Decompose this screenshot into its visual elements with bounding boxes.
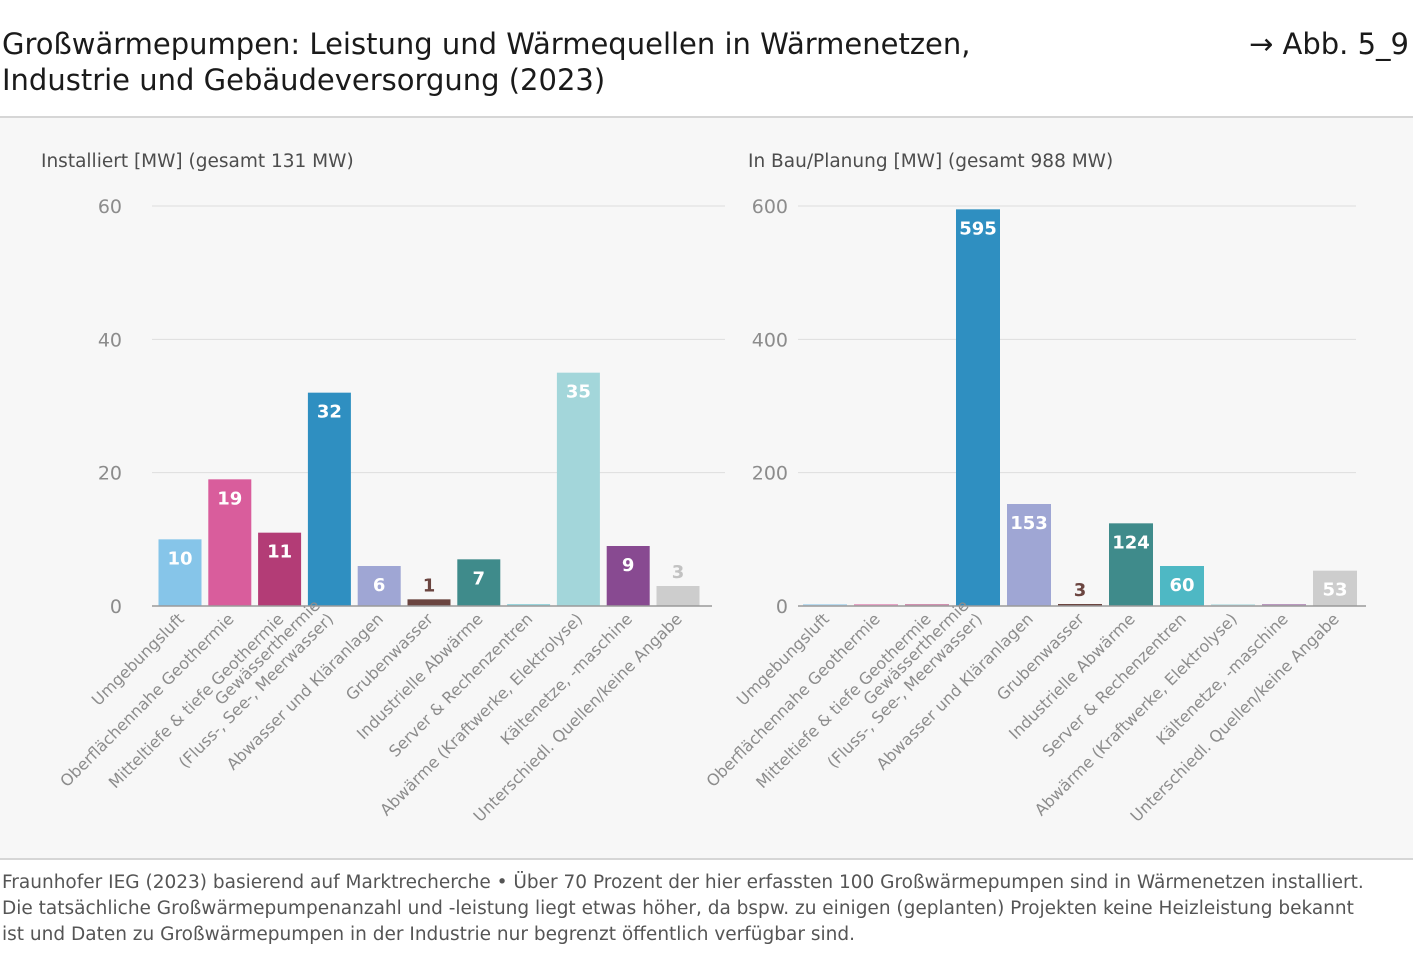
chart-panel: Installiert [MW] (gesamt 131 MW) 0 20 40 60 1… <box>0 118 1413 858</box>
bar <box>606 546 650 606</box>
source-note-line-1: Fraunhofer IEG (2023) basierend auf Mark… <box>2 872 1364 893</box>
bar <box>307 392 351 606</box>
bar <box>407 599 451 606</box>
bar <box>956 209 1000 606</box>
data-label: 124 <box>1112 532 1150 553</box>
data-label: 35 <box>566 382 591 403</box>
data-label: 3 <box>1074 580 1087 601</box>
y-tick-label: 0 <box>110 596 122 618</box>
svg-text:Grubenwasser: Grubenwasser <box>342 609 437 704</box>
bar <box>1160 566 1204 606</box>
source-note: Fraunhofer IEG (2023) basierend auf Mark… <box>2 870 1412 948</box>
data-label: 3 <box>672 562 685 583</box>
bar <box>905 604 949 606</box>
chart-installed: Installiert [MW] (gesamt 131 MW) 0 20 40 60 1… <box>41 151 725 826</box>
bar <box>357 566 401 606</box>
svg-text:Umgebungsluft: Umgebungsluft <box>733 609 833 709</box>
svg-text:Grubenwasser: Grubenwasser <box>993 609 1088 704</box>
y-tick-label: 600 <box>752 196 788 218</box>
data-label: 11 <box>267 542 292 563</box>
data-label: 595 <box>959 218 997 239</box>
bar <box>507 604 551 606</box>
data-label: 53 <box>1322 580 1347 601</box>
bar <box>656 586 700 606</box>
source-note-line-2: Die tatsächliche Großwärmepumpenanzahl u… <box>2 898 1354 919</box>
x-tick-label: Grubenwasser <box>993 609 1088 704</box>
bar <box>1211 604 1255 606</box>
bar <box>208 479 252 606</box>
footer-divider <box>0 858 1413 860</box>
bar <box>258 532 302 606</box>
y-tick-label: 60 <box>98 196 122 218</box>
bar <box>158 539 202 606</box>
bar <box>1262 604 1306 606</box>
bar <box>1109 523 1153 606</box>
source-note-line-3: ist und Daten zu Großwärmepumpen in der … <box>2 924 855 945</box>
x-tick-label: Umgebungsluft <box>733 609 833 709</box>
bar <box>803 604 847 606</box>
bar <box>1007 504 1051 606</box>
bar <box>1313 570 1357 606</box>
data-label: 153 <box>1010 513 1048 534</box>
y-tick-label: 400 <box>752 329 788 351</box>
data-label: 6 <box>373 575 386 596</box>
chart-planned: In Bau/Planung [MW] (gesamt 988 MW) 0 200 4… <box>702 151 1366 826</box>
bar <box>556 372 600 606</box>
chart-title: Installiert [MW] (gesamt 131 MW) <box>41 151 354 172</box>
bar-charts: Installiert [MW] (gesamt 131 MW)02040601… <box>41 151 1366 826</box>
data-label: 7 <box>473 568 486 589</box>
page-title: Großwärmepumpen: Leistung und Wärmequell… <box>2 27 971 97</box>
data-label: 60 <box>1169 575 1194 596</box>
y-tick-label: 0 <box>776 596 788 618</box>
chart-title: In Bau/Planung [MW] (gesamt 988 MW) <box>748 151 1113 172</box>
data-label: 1 <box>423 575 436 596</box>
y-tick-label: 200 <box>752 463 788 485</box>
bar <box>1058 604 1102 606</box>
data-label: 10 <box>167 548 192 569</box>
data-label: 32 <box>317 402 342 423</box>
data-label: 19 <box>217 488 242 509</box>
figure-reference-link[interactable]: → Abb. 5_9 <box>1248 27 1409 61</box>
bar <box>854 604 898 606</box>
x-tick-label: Grubenwasser <box>342 609 437 704</box>
y-tick-label: 40 <box>98 329 122 351</box>
data-label: 9 <box>622 555 635 576</box>
y-tick-label: 20 <box>98 463 122 485</box>
figure-header: Großwärmepumpen: Leistung und Wärmequell… <box>0 0 1413 116</box>
bar <box>457 559 501 606</box>
header-divider <box>0 116 1413 118</box>
